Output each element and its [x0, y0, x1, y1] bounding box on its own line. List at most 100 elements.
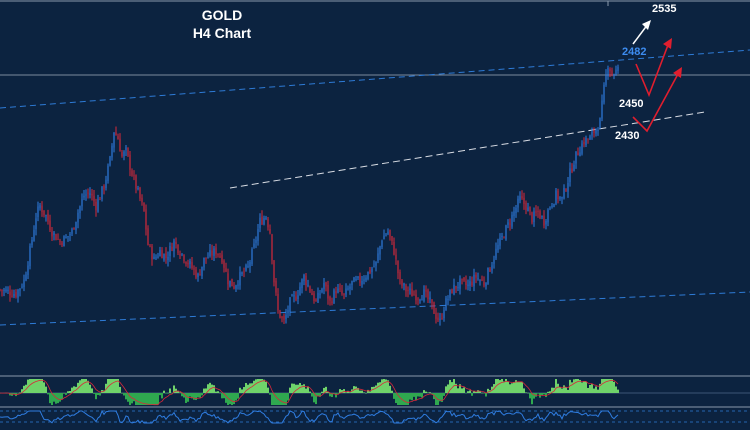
histogram-bar — [157, 393, 159, 405]
histogram-bar — [121, 392, 123, 394]
histogram-bar — [69, 390, 71, 393]
candle-bear — [451, 289, 453, 294]
candle-bull — [403, 283, 405, 286]
histogram-bar — [105, 383, 107, 393]
histogram-bar — [261, 379, 263, 393]
candle-bull — [153, 256, 155, 259]
candle-bull — [497, 245, 499, 250]
histogram-bar — [303, 384, 305, 393]
candle-bull — [353, 277, 355, 283]
histogram-bar — [49, 393, 51, 404]
candle-bull — [27, 265, 29, 275]
histogram-bar — [409, 393, 411, 400]
histogram-bar — [215, 391, 217, 393]
histogram-bar — [543, 393, 545, 395]
histogram-bar — [143, 393, 145, 405]
candle-bull — [459, 278, 461, 289]
candle-bear — [435, 312, 437, 319]
histogram-bar — [607, 379, 609, 393]
candle-bear — [139, 187, 141, 199]
histogram-bar — [205, 388, 207, 393]
candle-bear — [115, 132, 117, 136]
candle-bull — [439, 318, 441, 320]
candle-bull — [303, 275, 305, 282]
candle-bull — [597, 129, 599, 131]
histogram-bar — [9, 393, 11, 396]
histogram-bar — [163, 390, 165, 393]
histogram-bar — [93, 393, 95, 394]
candle-bull — [549, 207, 551, 209]
candle-bull — [181, 253, 183, 255]
histogram-bar — [597, 389, 599, 393]
candle-bull — [351, 280, 353, 285]
candle-bull — [445, 298, 447, 311]
histogram-bar — [181, 393, 183, 397]
candle-bull — [375, 261, 377, 266]
histogram-bar — [485, 393, 487, 397]
support-trend-line — [229, 111, 706, 189]
histogram-bar — [313, 393, 315, 403]
candle-bull — [31, 239, 33, 245]
candle-bull — [545, 220, 547, 225]
candle-bull — [163, 253, 165, 260]
histogram-bar — [367, 389, 369, 393]
candle-bull — [319, 293, 321, 295]
candle-bull — [551, 205, 553, 207]
histogram-bar — [355, 386, 357, 393]
histogram-bar — [411, 393, 413, 401]
histogram-bar — [343, 389, 345, 393]
histogram-bar — [429, 392, 431, 393]
candle-bull — [5, 289, 7, 292]
candle-bull — [613, 74, 615, 76]
histogram-bar — [263, 379, 265, 393]
candle-bear — [147, 228, 149, 245]
histogram-bar — [99, 393, 101, 396]
candle-bull — [559, 196, 561, 199]
candle-bear — [175, 241, 177, 244]
histogram-bar — [569, 379, 571, 393]
candle-bull — [229, 280, 231, 287]
histogram-bar — [141, 393, 143, 405]
histogram-bar — [483, 393, 485, 394]
histogram-bar — [97, 393, 99, 395]
candle-bear — [243, 271, 245, 273]
histogram-bar — [421, 393, 423, 398]
histogram-bar — [479, 391, 481, 393]
histogram-bar — [537, 393, 539, 394]
histogram-bar — [359, 390, 361, 393]
histogram-bar — [255, 379, 257, 393]
histogram-bar — [145, 393, 147, 405]
histogram-bar — [439, 393, 441, 402]
histogram-bar — [317, 393, 319, 397]
histogram-bar — [73, 386, 75, 393]
candle-bull — [29, 246, 31, 267]
histogram-bar — [541, 393, 543, 396]
histogram-bar — [581, 382, 583, 393]
candle-bull — [263, 218, 265, 225]
histogram-bar — [235, 393, 237, 401]
histogram-bar — [325, 386, 327, 393]
candle-bear — [187, 262, 189, 265]
candle-bull — [447, 298, 449, 301]
candle-bull — [67, 236, 69, 238]
histogram-bar — [253, 380, 255, 393]
red-arrow-head-1-icon — [663, 38, 672, 49]
candle-bear — [49, 220, 51, 231]
candle-bear — [99, 199, 101, 201]
candle-bull — [493, 259, 495, 264]
histogram-bar — [389, 385, 391, 393]
histogram-bar — [201, 393, 203, 396]
candle-bull — [157, 256, 159, 258]
histogram-bar — [173, 385, 175, 393]
candle-bull — [333, 290, 335, 303]
candle-bull — [3, 289, 5, 292]
histogram-bar — [545, 393, 547, 398]
histogram-bar — [449, 379, 451, 393]
histogram-bar — [345, 392, 347, 393]
candle-bull — [501, 235, 503, 237]
candle-bear — [59, 240, 61, 242]
candle-bear — [131, 170, 133, 176]
level-label-2450: 2450 — [619, 98, 643, 110]
candle-bear — [525, 202, 527, 210]
candle-bull — [567, 183, 569, 192]
